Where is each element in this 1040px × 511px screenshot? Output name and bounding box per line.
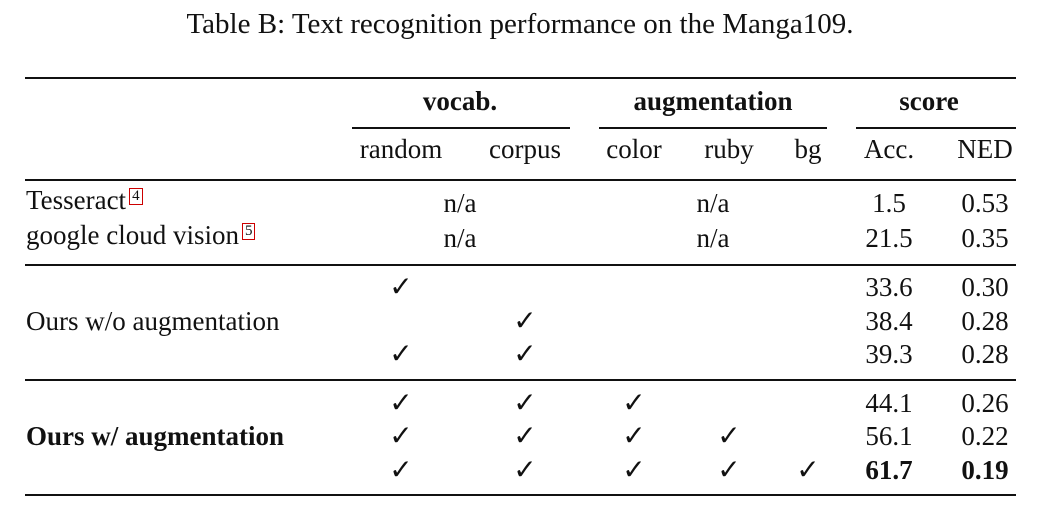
check-icon: ✓ — [389, 386, 413, 419]
tesseract-ned: 0.53 — [961, 188, 1009, 218]
header-vocab: vocab. — [422, 86, 498, 116]
gcv-acc: 21.5 — [865, 223, 913, 253]
tesseract-augmentation: n/a — [696, 188, 730, 218]
subheader-bg: bg — [794, 134, 822, 164]
bottom-rule — [25, 494, 1016, 496]
footnote-ref[interactable]: 5 — [241, 223, 256, 240]
ours-wo-r1-ned: 0.30 — [961, 272, 1009, 302]
check-icon: ✓ — [513, 419, 537, 452]
subheader-color: color — [606, 134, 662, 164]
check-icon: ✓ — [513, 386, 537, 419]
ours-w-r2-acc: 56.1 — [865, 421, 913, 451]
subheader-corpus: corpus — [489, 134, 561, 164]
vocab-group-rule — [352, 127, 570, 129]
subheader-acc: Acc. — [863, 134, 915, 164]
check-icon: ✓ — [513, 304, 537, 337]
ours-wo-r1-acc: 33.6 — [865, 272, 913, 302]
method-tesseract: Tesseract 4 — [26, 185, 143, 216]
tesseract-vocab: n/a — [443, 188, 477, 218]
score-group-rule — [856, 127, 1016, 129]
subheader-ruby: ruby — [704, 134, 754, 164]
ours-w-r3-ned: 0.19 — [961, 455, 1009, 485]
method-ours-wo-augmentation: Ours w/o augmentation — [26, 306, 280, 336]
header-augmentation: augmentation — [633, 86, 793, 116]
subheader-ned: NED — [957, 134, 1013, 164]
gcv-vocab: n/a — [443, 223, 477, 253]
header-score: score — [899, 86, 959, 116]
check-icon: ✓ — [622, 419, 646, 452]
check-icon: ✓ — [513, 453, 537, 486]
check-icon: ✓ — [622, 386, 646, 419]
check-icon: ✓ — [622, 453, 646, 486]
gcv-ned: 0.35 — [961, 223, 1009, 253]
gcv-augmentation: n/a — [696, 223, 730, 253]
method-ours-w-augmentation: Ours w/ augmentation — [26, 421, 285, 451]
ours-wo-r2-acc: 38.4 — [865, 306, 913, 336]
check-icon: ✓ — [717, 453, 741, 486]
ours-w-r2-ned: 0.22 — [961, 421, 1009, 451]
check-icon: ✓ — [389, 270, 413, 303]
augmentation-group-rule — [599, 127, 827, 129]
header-rule — [25, 179, 1016, 181]
footnote-ref[interactable]: 4 — [129, 188, 143, 205]
check-icon: ✓ — [796, 453, 820, 486]
ours-wo-r3-ned: 0.28 — [961, 339, 1009, 369]
ours-w-r3-acc: 61.7 — [865, 455, 913, 485]
method-google-cloud-vision: google cloud vision 5 — [26, 220, 256, 251]
ours-w-r1-ned: 0.26 — [961, 388, 1009, 418]
top-rule — [25, 77, 1016, 79]
ours-w-r1-acc: 44.1 — [865, 388, 913, 418]
ours-wo-r3-acc: 39.3 — [865, 339, 913, 369]
ours-wo-rule — [25, 379, 1016, 381]
check-icon: ✓ — [717, 419, 741, 452]
subheader-random: random — [359, 134, 443, 164]
baseline-rule — [25, 264, 1016, 266]
check-icon: ✓ — [389, 419, 413, 452]
table-caption: Table B: Text recognition performance on… — [186, 8, 854, 40]
ours-wo-r2-ned: 0.28 — [961, 306, 1009, 336]
check-icon: ✓ — [389, 337, 413, 370]
tesseract-acc: 1.5 — [872, 188, 906, 218]
check-icon: ✓ — [389, 453, 413, 486]
check-icon: ✓ — [513, 337, 537, 370]
